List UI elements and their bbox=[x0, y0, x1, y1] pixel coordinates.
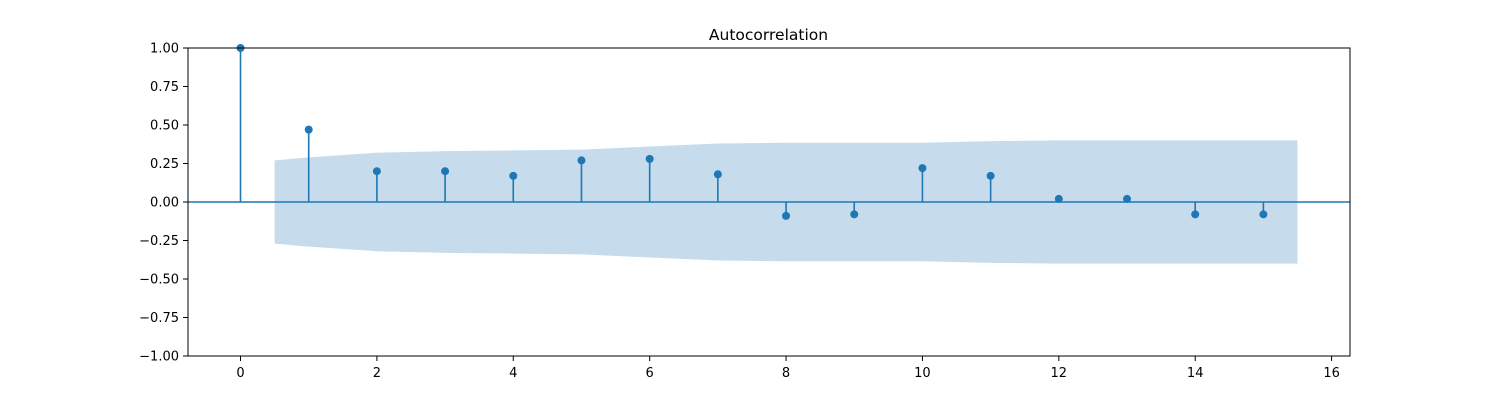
chart-title: Autocorrelation bbox=[709, 26, 828, 44]
stem-layer bbox=[236, 44, 1268, 220]
y-tick-label: −0.75 bbox=[139, 311, 179, 326]
y-tick-label: 0.50 bbox=[150, 119, 179, 134]
x-tick-label: 4 bbox=[509, 366, 517, 381]
y-tick-label: 1.00 bbox=[150, 42, 179, 57]
x-tick-label: 14 bbox=[1187, 366, 1204, 381]
stem-lag-7 bbox=[713, 170, 722, 202]
y-tick-label: −0.25 bbox=[139, 234, 179, 249]
stem-marker bbox=[1259, 210, 1268, 219]
x-tick-label: 16 bbox=[1323, 366, 1340, 381]
y-tick-label: 0.00 bbox=[150, 196, 179, 211]
stem-lag-12 bbox=[1054, 194, 1063, 203]
y-tick-label: 0.75 bbox=[150, 80, 179, 95]
x-tick-label: 10 bbox=[914, 366, 931, 381]
axes-layer: 0 2 4 6 8 10 12 14 16 −1.00 −0.75 −0.50 −0.25 0.00 0.2… bbox=[139, 42, 1351, 381]
x-tick-label: 2 bbox=[373, 366, 381, 381]
x-tick-label: 8 bbox=[782, 366, 790, 381]
stem-marker bbox=[441, 167, 450, 176]
stem-lag-10 bbox=[918, 164, 927, 202]
stem-lag-4 bbox=[509, 171, 518, 202]
stem-lag-6 bbox=[645, 154, 654, 202]
stem-marker bbox=[372, 167, 381, 176]
x-tick-label: 6 bbox=[646, 366, 654, 381]
stem-marker bbox=[1123, 194, 1132, 203]
stem-lag-2 bbox=[372, 167, 381, 202]
stem-marker bbox=[986, 171, 995, 180]
stem-marker bbox=[850, 210, 859, 219]
stem-marker bbox=[304, 125, 313, 134]
y-tick-label: −1.00 bbox=[139, 350, 179, 365]
stem-lag-13 bbox=[1123, 194, 1132, 203]
stem-lag-15 bbox=[1259, 202, 1268, 219]
stem-lag-9 bbox=[850, 202, 859, 219]
x-tick-label: 12 bbox=[1051, 366, 1068, 381]
stem-lag-8 bbox=[782, 202, 791, 220]
stem-lag-3 bbox=[441, 167, 450, 202]
stem-marker bbox=[645, 154, 654, 163]
stem-lag-11 bbox=[986, 171, 995, 202]
stem-lag-14 bbox=[1191, 202, 1200, 219]
stem-marker bbox=[782, 211, 791, 220]
y-tick-label: 0.25 bbox=[150, 157, 179, 172]
y-tick-label: −0.50 bbox=[139, 273, 179, 288]
stem-marker bbox=[1191, 210, 1200, 219]
stem-lag-0 bbox=[236, 44, 245, 202]
stem-marker bbox=[713, 170, 722, 179]
stem-marker bbox=[509, 171, 518, 180]
x-tick-label: 0 bbox=[236, 366, 244, 381]
stem-lag-1 bbox=[304, 125, 313, 202]
stem-marker bbox=[918, 164, 927, 173]
stem-lag-5 bbox=[577, 156, 586, 202]
stem-marker bbox=[1054, 194, 1063, 203]
stem-marker bbox=[577, 156, 586, 165]
